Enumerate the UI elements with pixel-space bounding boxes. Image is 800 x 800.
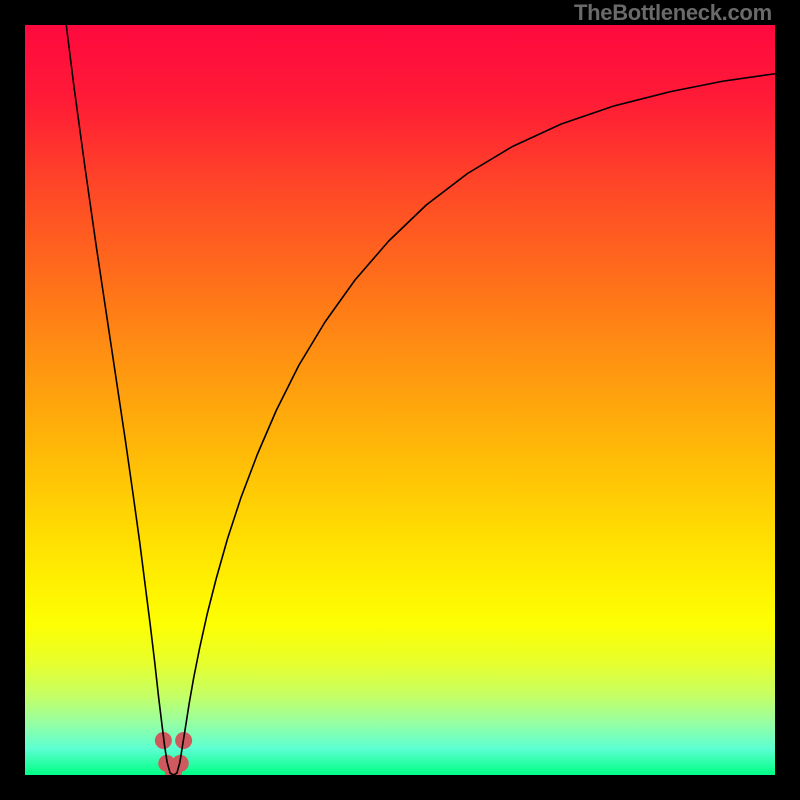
plot-area (25, 25, 775, 775)
watermark-text: TheBottleneck.com (574, 0, 772, 26)
bottleneck-curve-chart (25, 25, 775, 775)
gradient-background (25, 25, 775, 775)
